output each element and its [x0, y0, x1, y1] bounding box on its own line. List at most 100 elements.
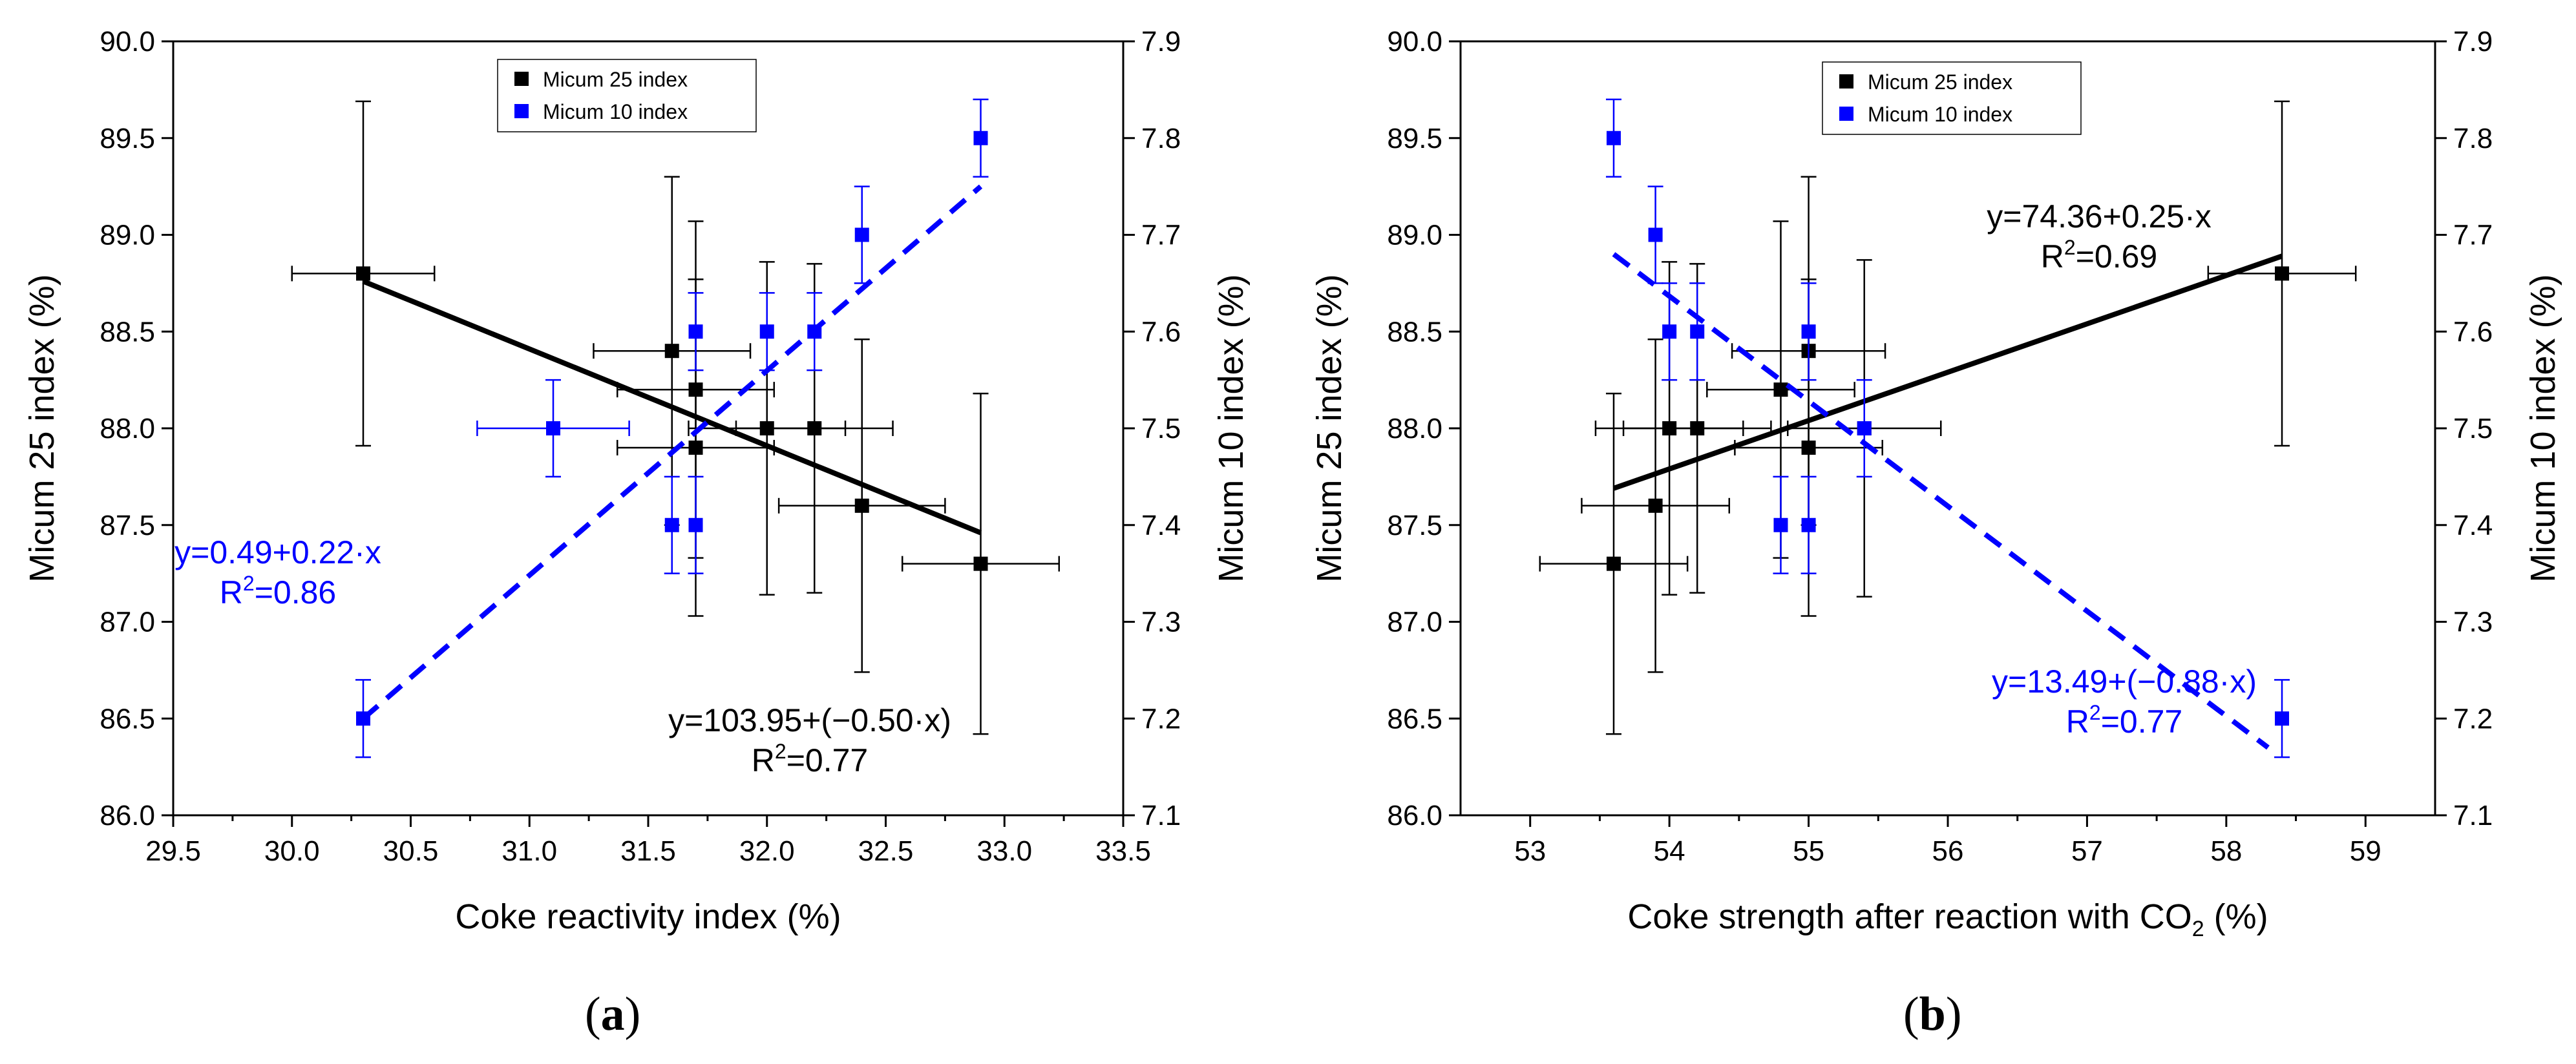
y-left-tick-label: 88.0	[1387, 413, 1442, 444]
y-right-tick-label: 7.9	[1141, 26, 1181, 57]
r-squared-value: =0.86	[255, 574, 337, 610]
data-point-group	[1539, 392, 1689, 735]
data-point-group	[1689, 282, 1705, 381]
data-point-group	[1856, 379, 1872, 478]
y-left-tick-label: 88.5	[100, 316, 155, 348]
data-point-marker	[1801, 324, 1816, 339]
y-left-tick-label: 89.0	[100, 220, 155, 251]
data-point-group	[807, 292, 823, 371]
data-point-marker	[2275, 711, 2290, 726]
y-left-tick-label: 89.0	[1387, 220, 1442, 251]
data-point-marker	[807, 421, 822, 435]
y-left-tick-label: 86.5	[100, 703, 155, 735]
data-point-group	[901, 392, 1061, 735]
x-tick-label: 29.5	[145, 835, 201, 867]
y-right-tick-label: 7.6	[1141, 316, 1181, 348]
y-right-tick-label: 7.3	[2453, 607, 2493, 638]
data-point-group	[1800, 282, 1817, 381]
caption-b-letter: b	[1919, 988, 1946, 1041]
y-left-tick-label: 88.0	[100, 413, 155, 444]
y-right-tick-label: 7.7	[1141, 220, 1181, 251]
x-tick-label: 55	[1793, 835, 1824, 867]
data-point-marker	[356, 711, 370, 726]
y-right-tick-label: 7.1	[2453, 800, 2493, 831]
data-point-marker	[973, 130, 988, 145]
r-squared-value: =0.69	[2076, 238, 2158, 275]
y-right-axis-label: Micum 10 index (%)	[2524, 274, 2562, 582]
caption-b: (b)	[1903, 988, 1962, 1041]
data-point-marker	[807, 324, 822, 339]
r-squared-superscript: 2	[775, 740, 787, 763]
x-tick-label: 54	[1654, 835, 1685, 867]
data-point-marker	[973, 556, 988, 571]
data-point-group	[664, 475, 680, 574]
y-left-tick-label: 89.5	[100, 123, 155, 154]
y-right-tick-label: 7.2	[2453, 703, 2493, 735]
data-point-group	[688, 475, 704, 574]
data-point-marker	[1801, 440, 1816, 455]
data-point-marker	[1690, 421, 1705, 435]
data-point-marker	[1773, 382, 1788, 397]
data-point-group	[1662, 282, 1678, 381]
data-point-group	[355, 679, 371, 758]
y-left-tick-label: 87.0	[1387, 607, 1442, 638]
y-right-tick-label: 7.4	[1141, 510, 1181, 541]
r-squared-value: =0.77	[2101, 704, 2183, 740]
r-squared-prefix: R	[2066, 704, 2089, 740]
data-point-group	[291, 100, 436, 447]
data-point-marker	[1606, 556, 1621, 571]
r-squared-prefix: R	[752, 742, 775, 778]
x-tick-label: 31.0	[501, 835, 557, 867]
data-point-marker	[688, 324, 703, 339]
fit-r-squared: R2=0.69	[2041, 236, 2157, 275]
data-point-group	[1773, 475, 1789, 574]
fit-line-micum25	[1612, 253, 2283, 491]
fit-r-squared: R2=0.86	[220, 572, 336, 610]
x-axis-label-subscript: 2	[2192, 917, 2204, 941]
data-point-group	[1605, 98, 1621, 178]
r-squared-prefix: R	[220, 574, 243, 610]
chart-panel-a: 29.5 30.0 30.5 31.0 31.5 32.0 32.5 33.0 33.5 86.0…	[23, 26, 1251, 936]
data-point-group	[476, 379, 630, 478]
r-squared-prefix: R	[2041, 238, 2064, 275]
x-tick-label: 32.5	[858, 835, 914, 867]
y-left-tick-label: 89.5	[1387, 123, 1442, 154]
data-point-marker	[854, 498, 869, 513]
x-tick-label: 57	[2071, 835, 2103, 867]
y-left-tick-label: 88.5	[1387, 316, 1442, 348]
y-right-tick-label: 7.7	[2453, 220, 2493, 251]
y-right-tick-label: 7.6	[2453, 316, 2493, 348]
data-point-marker	[1648, 227, 1663, 242]
caption-a: (a)	[585, 988, 641, 1041]
data-point-marker	[1690, 324, 1705, 339]
legend-box	[1822, 61, 2082, 135]
data-point-marker	[664, 344, 679, 359]
y-right-tick-label: 7.8	[1141, 123, 1181, 154]
legend-label: Micum 25 index	[1868, 70, 2012, 94]
y-left-tick-label: 87.5	[100, 510, 155, 541]
x-tick-label: 33.0	[977, 835, 1032, 867]
y-right-axis-label: Micum 10 index (%)	[1212, 274, 1251, 582]
data-point-marker	[1606, 130, 1621, 145]
data-point-marker	[546, 421, 560, 435]
x-tick-label: 58	[2210, 835, 2242, 867]
data-point-marker	[1648, 498, 1663, 513]
data-point-group	[2207, 100, 2357, 447]
data-point-marker	[1662, 324, 1677, 339]
y-left-tick-label: 87.5	[1387, 510, 1442, 541]
data-point-group	[1581, 338, 1731, 673]
data-point-marker	[759, 324, 774, 339]
x-tick-label: 31.5	[620, 835, 676, 867]
fit-line-micum10	[1612, 252, 2270, 750]
x-axis-label: Coke strength after reaction with CO2 (%…	[1627, 897, 2268, 941]
data-point-marker	[688, 440, 703, 455]
x-axis-label: Coke reactivity index (%)	[455, 897, 841, 936]
x-tick-label: 32.0	[739, 835, 795, 867]
x-axis-label-text: Coke reactivity index (%)	[455, 897, 841, 936]
fit-equation: y=13.49+(−0.88·x)	[1992, 663, 2257, 700]
chart-panel-b: 53 54 55 56 57 58 59 86.0 86.5 87.0 87.5 88.0 88.5 89…	[1310, 26, 2562, 941]
y-left-tick-label: 87.0	[100, 607, 155, 638]
legend-marker	[514, 72, 529, 86]
x-axis-label-suffix: (%)	[2204, 897, 2268, 936]
